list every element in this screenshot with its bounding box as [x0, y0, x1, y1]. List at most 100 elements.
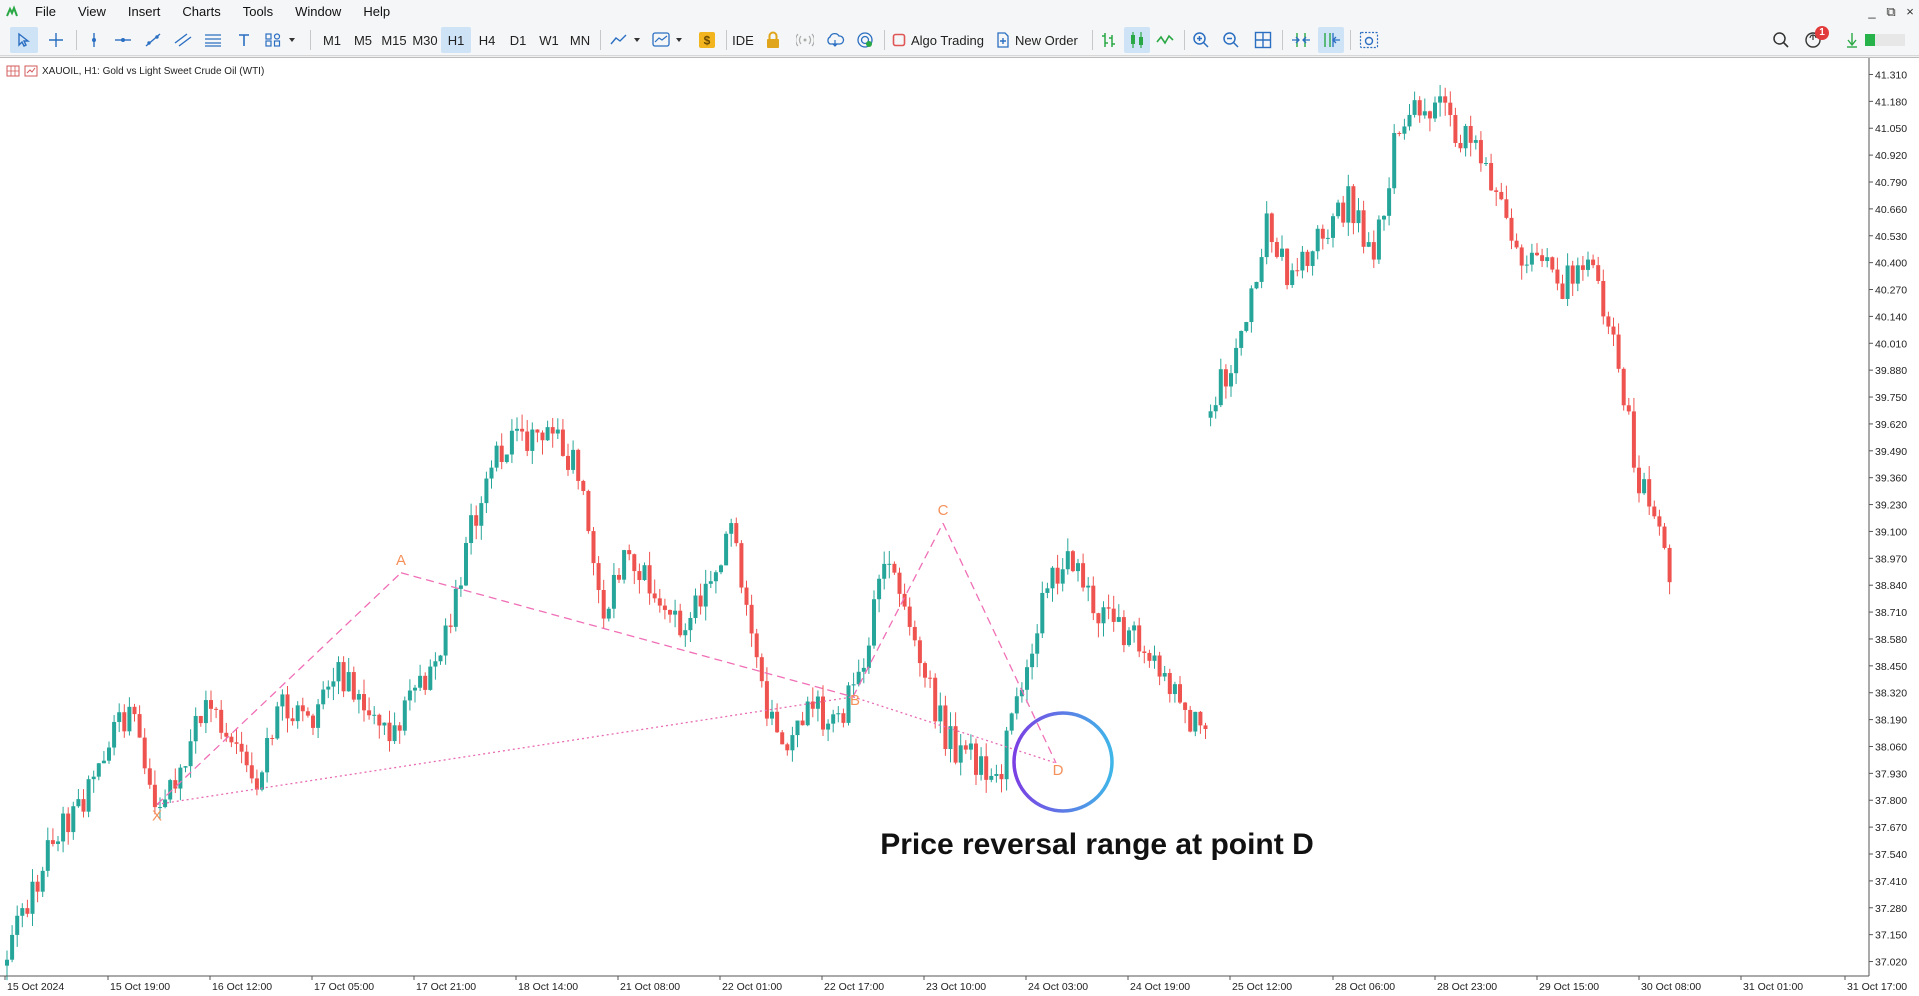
restore-button[interactable]: ⧉ [1886, 4, 1896, 19]
bull-candle [1254, 281, 1259, 289]
menu-view[interactable]: View [77, 4, 106, 19]
timeframe-d1[interactable]: D1 [509, 32, 527, 48]
bull-candle [958, 745, 963, 763]
bear-candle [1397, 132, 1402, 134]
menu-help[interactable]: Help [363, 4, 391, 19]
timeframe-m15[interactable]: M15 [381, 32, 407, 48]
bear-candle [1137, 625, 1142, 652]
bull-candle [509, 430, 514, 455]
bear-candle [224, 732, 229, 737]
text-tool-icon[interactable] [232, 27, 256, 53]
bear-candle [219, 709, 224, 733]
dollar-icon[interactable]: $ [694, 27, 720, 53]
algo-trading-button[interactable]: Algo Trading [892, 27, 1004, 53]
bear-candle [759, 657, 764, 682]
price-tick-label: 41.310 [1875, 69, 1907, 81]
timeframe-m1[interactable]: M1 [322, 32, 342, 48]
bull-candle [5, 959, 9, 966]
candlestick-chart-icon[interactable] [1124, 27, 1150, 53]
timeframe-h1[interactable]: H1 [441, 27, 471, 53]
close-button[interactable]: × [1906, 4, 1914, 19]
bull-candle [805, 701, 810, 726]
connection-status-icon[interactable] [1864, 27, 1910, 53]
bear-candle [1596, 265, 1601, 281]
bull-candle [642, 565, 647, 581]
bull-candle [989, 775, 994, 780]
signal-strength-icon [1844, 27, 1860, 53]
chart-window[interactable]: X A B C D Price reversal range at point D 41.… [0, 57, 1919, 996]
chart-shift-icon[interactable] [1318, 27, 1344, 53]
time-tick-label: 17 Oct 05:00 [314, 981, 374, 993]
zoom-in-icon[interactable] [1188, 27, 1214, 53]
bull-candle [1438, 96, 1443, 103]
timeframe-mn[interactable]: MN [569, 32, 591, 48]
new-order-button[interactable]: New Order [996, 27, 1082, 53]
shapes-dropdown-icon[interactable] [262, 27, 302, 53]
trendline-icon[interactable] [140, 27, 166, 53]
bull-candle [1529, 252, 1534, 265]
indicators-dropdown-icon[interactable] [608, 27, 646, 53]
menu-file[interactable]: File [35, 4, 56, 19]
chart-window-icon [24, 65, 38, 77]
screenshot-icon[interactable] [1356, 27, 1382, 53]
menu-tools[interactable]: Tools [242, 4, 274, 19]
annotation-text: Price reversal range at point D [880, 828, 1314, 861]
bear-candle [173, 780, 178, 789]
time-tick-label: 24 Oct 19:00 [1130, 981, 1190, 993]
bear-candle [1611, 326, 1616, 335]
bull-candle [479, 503, 484, 526]
bear-candle [928, 677, 933, 679]
bear-candle [142, 737, 147, 769]
bull-candle [1366, 242, 1371, 247]
bear-candle [734, 523, 739, 544]
menu-charts[interactable]: Charts [182, 4, 221, 19]
timeframe-h4[interactable]: H4 [478, 32, 496, 48]
bear-candle [632, 554, 637, 572]
bull-candle [1382, 215, 1386, 220]
bear-candle [1606, 316, 1611, 327]
bull-candle [326, 686, 331, 690]
line-chart-icon[interactable] [1152, 27, 1178, 53]
bull-candle [693, 595, 698, 618]
bear-candle [1631, 411, 1636, 468]
bull-candle [866, 645, 871, 668]
zoom-out-icon[interactable] [1218, 27, 1244, 53]
vertical-line-icon[interactable] [82, 27, 106, 53]
bear-candle [1183, 702, 1188, 710]
cursor-tool-icon[interactable] [10, 27, 38, 53]
price-chart[interactable]: X A B C D Price reversal range at point D 41.… [0, 58, 1919, 996]
bear-candle [560, 429, 565, 456]
bear-candle [923, 663, 927, 678]
timeframe-w1[interactable]: W1 [539, 32, 559, 48]
bull-candle [729, 523, 734, 534]
autoscroll-icon[interactable] [1288, 27, 1314, 53]
horizontal-line-icon[interactable] [110, 27, 136, 53]
bear-candle [1361, 210, 1366, 247]
fibonacci-icon[interactable] [200, 27, 226, 53]
ide-button[interactable]: IDE [732, 32, 754, 48]
menu-window[interactable]: Window [295, 4, 342, 19]
bar-chart-icon[interactable] [1096, 27, 1122, 53]
cloud-icon[interactable] [822, 27, 848, 53]
bear-candle [627, 550, 632, 555]
timeframe-m5[interactable]: M5 [353, 32, 373, 48]
vps-icon[interactable] [852, 27, 878, 53]
channel-tool-icon[interactable] [170, 27, 196, 53]
tile-windows-icon[interactable] [1250, 27, 1276, 53]
bull-candle [831, 714, 836, 724]
bull-candle [295, 705, 300, 722]
lock-icon[interactable] [760, 27, 786, 53]
bear-candle [581, 480, 586, 491]
search-icon[interactable] [1768, 27, 1794, 53]
signal-icon[interactable] [792, 27, 818, 53]
minimize-button[interactable]: _ [1868, 4, 1876, 19]
bull-candle [815, 696, 820, 709]
bear-candle [1626, 405, 1631, 412]
notifications-icon[interactable]: 1 [1800, 26, 1829, 53]
templates-dropdown-icon[interactable] [650, 27, 688, 53]
menu-insert[interactable]: Insert [127, 4, 161, 19]
pattern-cd-line [942, 522, 1057, 764]
crosshair-tool-icon[interactable] [42, 27, 70, 53]
timeframe-m30[interactable]: M30 [412, 32, 438, 48]
bear-candle [234, 742, 239, 744]
